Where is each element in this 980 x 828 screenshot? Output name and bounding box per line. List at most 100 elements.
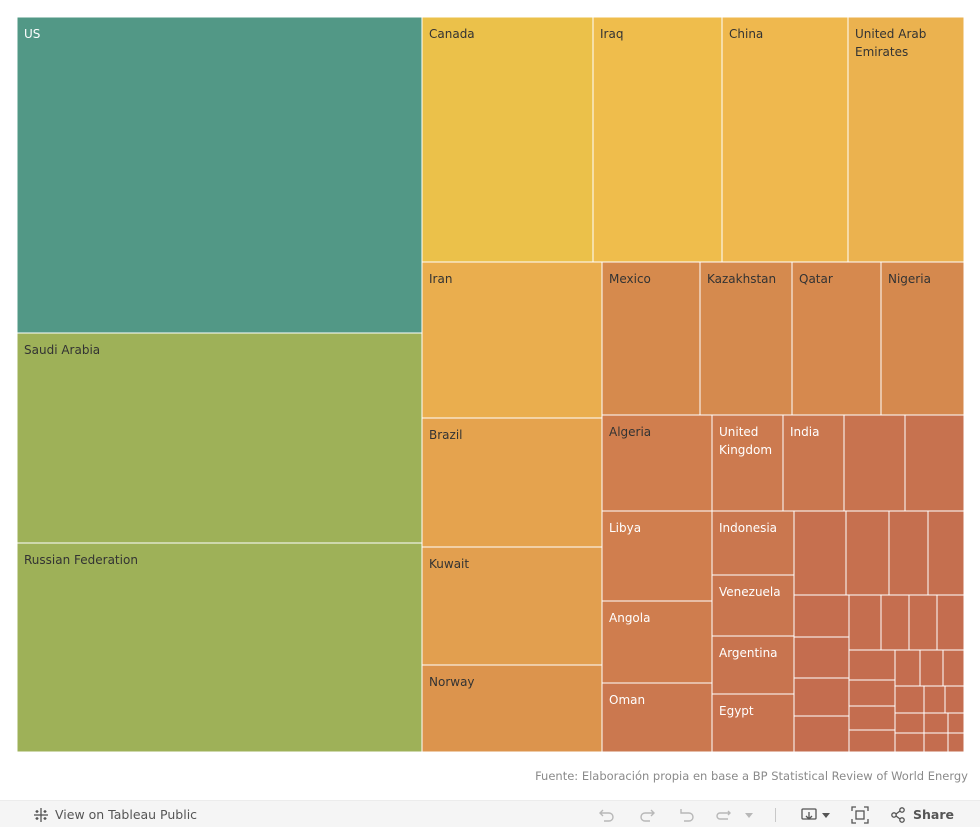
- treemap-label-canada: Canada: [429, 27, 475, 41]
- treemap-tile-indonesia[interactable]: [711, 510, 795, 576]
- treemap-tile[interactable]: [845, 510, 890, 596]
- treemap-label-kuwait: Kuwait: [429, 557, 469, 571]
- treemap-tile-us[interactable]: [16, 16, 423, 334]
- treemap-tile[interactable]: [848, 649, 896, 681]
- fullscreen-icon: [851, 805, 869, 824]
- treemap-tile-angola[interactable]: [601, 600, 713, 684]
- treemap-label-angola: Angola: [609, 611, 650, 625]
- treemap-label-india: India: [790, 425, 819, 439]
- treemap-tile[interactable]: [848, 594, 882, 651]
- treemap-label-saudi-arabia: Saudi Arabia: [24, 343, 100, 357]
- revert-icon: [678, 807, 696, 823]
- treemap-tile-canada[interactable]: [421, 16, 594, 263]
- treemap-label-iran: Iran: [429, 272, 452, 286]
- treemap-tile[interactable]: [947, 712, 965, 734]
- treemap-tile[interactable]: [894, 685, 925, 714]
- treemap-tile-kuwait[interactable]: [421, 546, 603, 666]
- treemap-tile[interactable]: [793, 715, 850, 753]
- treemap-tile-brazil[interactable]: [421, 417, 603, 548]
- treemap-label-norway: Norway: [429, 675, 475, 689]
- treemap-tile-china[interactable]: [721, 16, 849, 263]
- undo-button[interactable]: [598, 801, 616, 828]
- treemap-tile[interactable]: [848, 705, 896, 731]
- treemap-label-brazil: Brazil: [429, 428, 463, 442]
- redo-button[interactable]: [638, 801, 656, 828]
- treemap-label-venezuela: Venezuela: [719, 585, 781, 599]
- treemap-tile[interactable]: [793, 594, 850, 638]
- treemap-tile-argentina[interactable]: [711, 635, 795, 695]
- treemap-tile[interactable]: [793, 636, 850, 679]
- treemap-tile[interactable]: [793, 677, 850, 717]
- download-button[interactable]: [801, 801, 831, 828]
- treemap-tile-nigeria[interactable]: [880, 261, 965, 416]
- treemap-tile[interactable]: [880, 594, 910, 651]
- treemap-tile-venezuela[interactable]: [711, 574, 795, 637]
- treemap-tile-libya[interactable]: [601, 510, 713, 602]
- treemap-tile[interactable]: [942, 649, 965, 687]
- treemap-tile[interactable]: [904, 414, 965, 512]
- treemap-tile-egypt[interactable]: [711, 693, 795, 753]
- treemap-tile[interactable]: [923, 712, 949, 734]
- refresh-icon: [714, 807, 732, 823]
- treemap-svg: US Saudi Arabia Russian Federation Canada Ir…: [16, 16, 965, 753]
- treemap-tile[interactable]: [848, 729, 896, 753]
- treemap-chart: US Saudi Arabia Russian Federation Canada Ir…: [16, 16, 965, 753]
- treemap-tile[interactable]: [936, 594, 965, 651]
- treemap-label-kazakhstan: Kazakhstan: [707, 272, 776, 286]
- treemap-tile[interactable]: [919, 649, 944, 687]
- treemap-tile-algeria[interactable]: [601, 414, 713, 512]
- treemap-label-indonesia: Indonesia: [719, 521, 777, 535]
- toolbar-divider: [775, 808, 776, 822]
- refresh-button[interactable]: [714, 801, 732, 828]
- treemap-tile[interactable]: [894, 712, 925, 734]
- treemap-tile-saudi-arabia[interactable]: [16, 332, 423, 544]
- treemap-tile-norway[interactable]: [421, 664, 603, 753]
- treemap-tile[interactable]: [793, 510, 847, 596]
- treemap-label-oman: Oman: [609, 693, 645, 707]
- treemap-tile-mexico[interactable]: [601, 261, 701, 416]
- treemap-label-mexico: Mexico: [609, 272, 651, 286]
- view-on-tableau-public-link[interactable]: View on Tableau Public: [33, 801, 197, 828]
- source-note: Fuente: Elaboración propia en base a BP …: [535, 769, 968, 783]
- treemap-tile-kazakhstan[interactable]: [699, 261, 793, 416]
- tableau-logo-icon: [33, 807, 49, 823]
- treemap-label-libya: Libya: [609, 521, 641, 535]
- share-icon: [890, 806, 906, 823]
- undo-icon: [598, 807, 616, 823]
- revert-button[interactable]: [678, 801, 696, 828]
- treemap-tile[interactable]: [888, 510, 929, 596]
- treemap-tile-united-arab-emirates[interactable]: [847, 16, 965, 263]
- treemap-tile[interactable]: [947, 732, 965, 753]
- treemap-label-china: China: [729, 27, 763, 41]
- treemap-tile-india[interactable]: [782, 414, 845, 512]
- treemap-tile[interactable]: [843, 414, 906, 512]
- treemap-label-qatar: Qatar: [799, 272, 833, 286]
- treemap-label-argentina: Argentina: [719, 646, 778, 660]
- treemap-label-us: US: [24, 27, 40, 41]
- treemap-tile-russian-federation[interactable]: [16, 542, 423, 753]
- treemap-label-united-arab-emirates: United Arab Emirates: [855, 27, 926, 59]
- treemap-label-nigeria: Nigeria: [888, 272, 931, 286]
- treemap-tile[interactable]: [894, 649, 921, 687]
- pause-dropdown-button[interactable]: [744, 801, 754, 828]
- share-button[interactable]: Share: [890, 801, 954, 828]
- fullscreen-button[interactable]: [851, 801, 869, 828]
- treemap-label-algeria: Algeria: [609, 425, 651, 439]
- view-on-tableau-public-label: View on Tableau Public: [55, 807, 198, 822]
- download-icon: [801, 807, 831, 823]
- treemap-tile[interactable]: [927, 510, 965, 596]
- treemap-tile-iraq[interactable]: [592, 16, 723, 263]
- treemap-label-russian-federation: Russian Federation: [24, 553, 138, 567]
- redo-icon: [638, 807, 656, 823]
- treemap-tile-oman[interactable]: [601, 682, 713, 753]
- treemap-tile-united-kingdom[interactable]: [711, 414, 784, 512]
- treemap-tile[interactable]: [944, 685, 965, 714]
- treemap-label-united-kingdom: United Kingdom: [719, 425, 772, 457]
- treemap-tile[interactable]: [908, 594, 938, 651]
- treemap-tile[interactable]: [848, 679, 896, 707]
- treemap-tile[interactable]: [923, 685, 946, 714]
- treemap-tile[interactable]: [923, 732, 949, 753]
- treemap-tile[interactable]: [894, 732, 925, 753]
- share-label: Share: [913, 807, 954, 822]
- treemap-label-egypt: Egypt: [719, 704, 754, 718]
